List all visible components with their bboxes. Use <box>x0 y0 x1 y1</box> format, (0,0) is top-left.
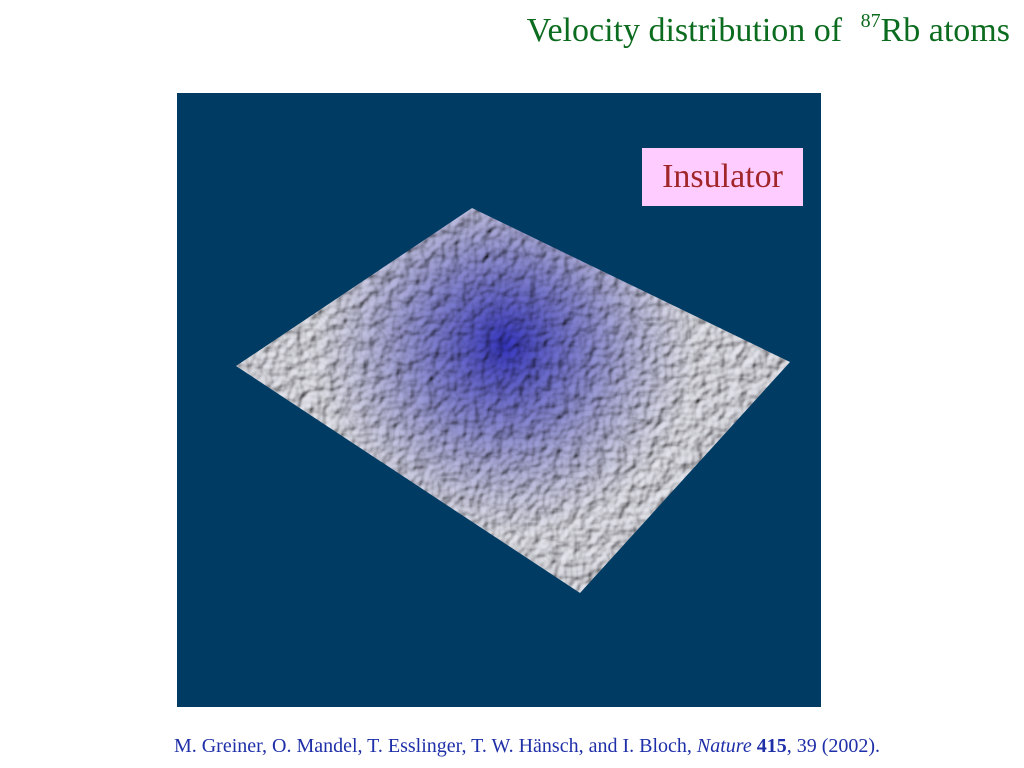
slide-title: Velocity distribution of 87Rb atoms <box>527 10 1010 50</box>
title-text: Rb atoms <box>880 12 1010 49</box>
citation: M. Greiner, O. Mandel, T. Esslinger, T. … <box>0 735 1024 758</box>
citation-authors: M. Greiner, O. Mandel, T. Esslinger, T. … <box>173 735 692 757</box>
citation-volume: 415 <box>756 735 787 757</box>
title-text: Velocity distribution of <box>526 12 843 49</box>
citation-journal: Nature <box>696 735 752 757</box>
isotope-superscript: 87 <box>860 10 881 32</box>
citation-rest: , 39 (2002). <box>786 735 881 757</box>
phase-label: Insulator <box>642 148 803 206</box>
